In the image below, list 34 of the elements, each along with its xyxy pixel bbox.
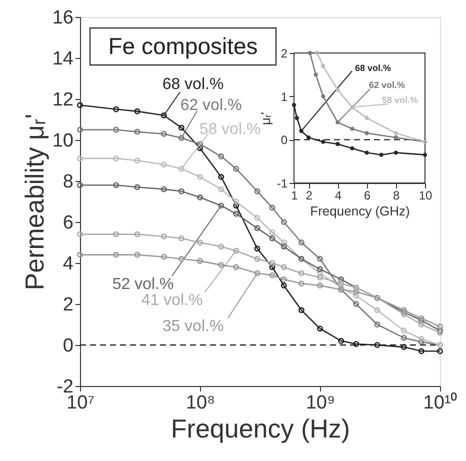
text: Fe composites: [108, 33, 258, 59]
y-tick-label: 1: [280, 90, 288, 104]
text: 68 vol.%: [354, 63, 392, 73]
y-tick-label: 2: [62, 294, 74, 316]
text: 52 vol.%: [112, 276, 174, 293]
x-tick-label: 8: [393, 188, 400, 202]
text: 35 vol.%: [162, 318, 224, 335]
y-tick-label: 14: [52, 48, 74, 70]
text: 58 vol.%: [382, 95, 418, 105]
series-label: 62 vol.%: [180, 97, 242, 114]
y-tick-label: 4: [62, 254, 74, 274]
series-label: 68 vol.%: [162, 76, 224, 93]
text: 62 vol.%: [368, 80, 406, 90]
x-tick-label: 10⁷: [66, 392, 95, 414]
x-axis-title: Frequency (Hz): [170, 414, 350, 444]
x-tick-label: 10: [418, 188, 432, 202]
x-tick-label: 2: [306, 188, 313, 202]
y-tick-label: 0: [280, 133, 288, 148]
y-tick-label: 12: [52, 90, 74, 110]
y-tick-label: -1: [276, 176, 288, 190]
x-tick-label: 10¹⁰: [423, 392, 458, 414]
x-tick-label: 10⁹: [306, 392, 336, 414]
x-tick-label: 1: [291, 188, 298, 202]
y-tick-label: 6: [62, 212, 74, 234]
y-axis-title: Permeability μᵣ': [19, 114, 50, 290]
y-tick-label: 16: [52, 8, 74, 28]
text: 41 vol.%: [141, 292, 203, 309]
x-axis-title: Frequency (GHz): [310, 204, 410, 218]
y-tick-label: 2: [280, 46, 288, 60]
x-tick-label: 6: [364, 188, 371, 202]
x-tick-label: 4: [334, 188, 342, 202]
y-tick-label: 10: [52, 130, 74, 152]
y-tick-label: 0: [62, 336, 74, 356]
x-tick-label: 10⁸: [186, 392, 216, 414]
